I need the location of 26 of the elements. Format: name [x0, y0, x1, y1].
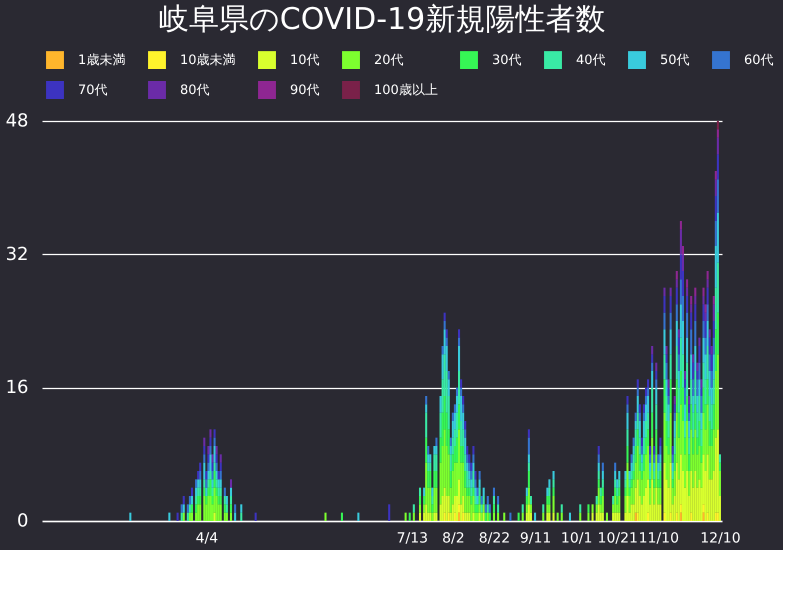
legend-label: 100歳以上	[374, 83, 438, 98]
x-tick-label: 7/13	[396, 530, 428, 546]
x-tick-label: 12/10	[700, 530, 741, 546]
y-tick-label: 0	[17, 510, 28, 532]
legend-label: 20代	[374, 53, 404, 68]
x-tick-label: 8/22	[478, 530, 510, 546]
x-tick-label: 8/2	[442, 530, 465, 546]
x-tick-label: 9/11	[520, 530, 552, 546]
legend-label: 30代	[492, 53, 522, 68]
x-tick-label: 10/1	[560, 530, 592, 546]
legend-label: 10代	[290, 53, 320, 68]
legend-label: 10歳未満	[180, 53, 236, 68]
legend-label: 1歳未満	[78, 53, 126, 68]
x-tick-label: 11/10	[638, 530, 679, 546]
legend-label: 50代	[660, 53, 690, 68]
y-tick-label: 48	[6, 110, 28, 132]
x-tick-label: 4/4	[196, 530, 218, 546]
legend-label: 40代	[576, 53, 606, 68]
legend-label: 80代	[180, 83, 210, 98]
x-tick-label: 10/21	[598, 530, 638, 546]
y-tick-label: 32	[6, 244, 28, 265]
y-tick-label: 16	[6, 377, 28, 398]
legend-label: 90代	[290, 83, 320, 98]
chart-title: 岐阜県のCOVID-19新規陽性者数	[158, 2, 606, 37]
legend-label: 60代	[744, 53, 774, 68]
legend-label: 70代	[78, 83, 108, 98]
